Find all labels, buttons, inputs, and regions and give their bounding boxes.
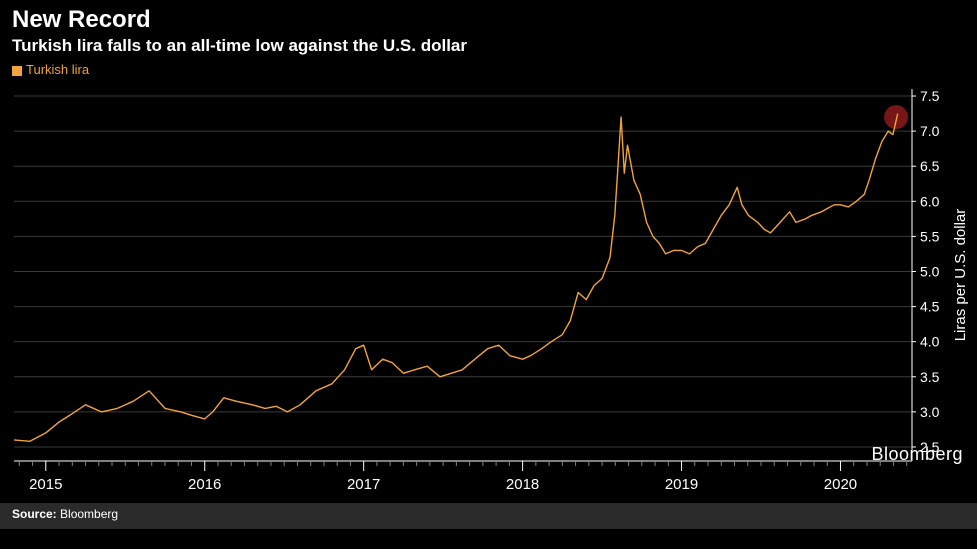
- svg-text:2020: 2020: [824, 476, 857, 493]
- svg-text:2016: 2016: [188, 476, 221, 493]
- watermark: Bloomberg: [871, 444, 963, 465]
- legend-swatch: [12, 66, 22, 76]
- chart-legend: Turkish lira: [0, 62, 977, 83]
- source-value: Bloomberg: [60, 507, 118, 521]
- svg-text:7.0: 7.0: [920, 123, 940, 139]
- svg-text:Liras per U.S. dollar: Liras per U.S. dollar: [952, 209, 969, 342]
- svg-text:5.0: 5.0: [920, 263, 940, 279]
- chart-area: 2.53.03.54.04.55.05.56.06.57.07.5Liras p…: [0, 83, 977, 503]
- chart-title: New Record: [12, 6, 965, 34]
- chart-svg: 2.53.03.54.04.55.05.56.06.57.07.5Liras p…: [0, 83, 977, 503]
- svg-text:7.5: 7.5: [920, 88, 940, 104]
- legend-series-label: Turkish lira: [26, 62, 89, 77]
- source-label: Source:: [12, 507, 57, 521]
- svg-text:5.5: 5.5: [920, 228, 940, 244]
- chart-subtitle: Turkish lira falls to an all-time low ag…: [12, 36, 965, 56]
- svg-text:4.0: 4.0: [920, 334, 940, 350]
- svg-text:2015: 2015: [29, 476, 62, 493]
- svg-text:6.0: 6.0: [920, 193, 940, 209]
- svg-text:3.0: 3.0: [920, 404, 940, 420]
- svg-text:6.5: 6.5: [920, 158, 940, 174]
- svg-text:2017: 2017: [347, 476, 380, 493]
- svg-text:3.5: 3.5: [920, 369, 940, 385]
- svg-text:2019: 2019: [665, 476, 698, 493]
- chart-header: New Record Turkish lira falls to an all-…: [0, 0, 977, 56]
- svg-text:4.5: 4.5: [920, 299, 940, 315]
- svg-text:2018: 2018: [506, 476, 539, 493]
- chart-footer: Source: Bloomberg: [0, 503, 977, 529]
